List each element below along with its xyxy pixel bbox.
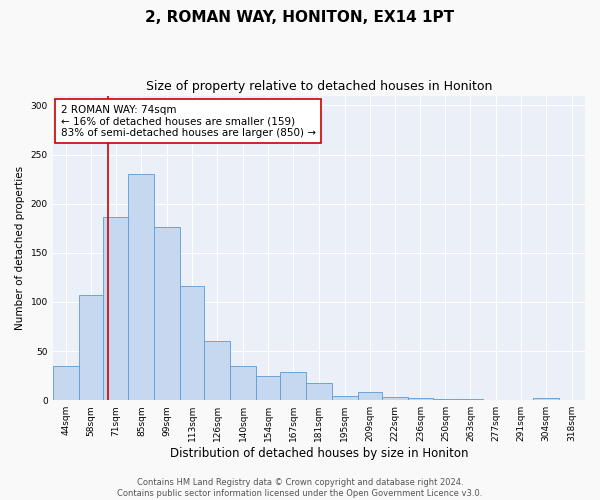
Bar — [382, 398, 407, 400]
Text: 2, ROMAN WAY, HONITON, EX14 1PT: 2, ROMAN WAY, HONITON, EX14 1PT — [145, 10, 455, 25]
Title: Size of property relative to detached houses in Honiton: Size of property relative to detached ho… — [146, 80, 492, 93]
Bar — [154, 227, 180, 400]
Bar — [128, 174, 154, 400]
Text: Contains HM Land Registry data © Crown copyright and database right 2024.
Contai: Contains HM Land Registry data © Crown c… — [118, 478, 482, 498]
Bar — [256, 376, 280, 400]
Bar — [79, 295, 103, 400]
Bar — [457, 399, 484, 400]
Bar — [306, 382, 332, 400]
X-axis label: Distribution of detached houses by size in Honiton: Distribution of detached houses by size … — [170, 447, 468, 460]
Bar — [103, 218, 128, 400]
Bar — [204, 341, 230, 400]
Bar — [358, 392, 382, 400]
Y-axis label: Number of detached properties: Number of detached properties — [15, 166, 25, 330]
Bar — [407, 398, 433, 400]
Bar — [332, 396, 358, 400]
Bar — [533, 398, 559, 400]
Text: 2 ROMAN WAY: 74sqm
← 16% of detached houses are smaller (159)
83% of semi-detach: 2 ROMAN WAY: 74sqm ← 16% of detached hou… — [61, 104, 316, 138]
Bar — [53, 366, 79, 400]
Bar — [280, 372, 306, 400]
Bar — [433, 399, 457, 400]
Bar — [230, 366, 256, 400]
Bar — [180, 286, 204, 400]
